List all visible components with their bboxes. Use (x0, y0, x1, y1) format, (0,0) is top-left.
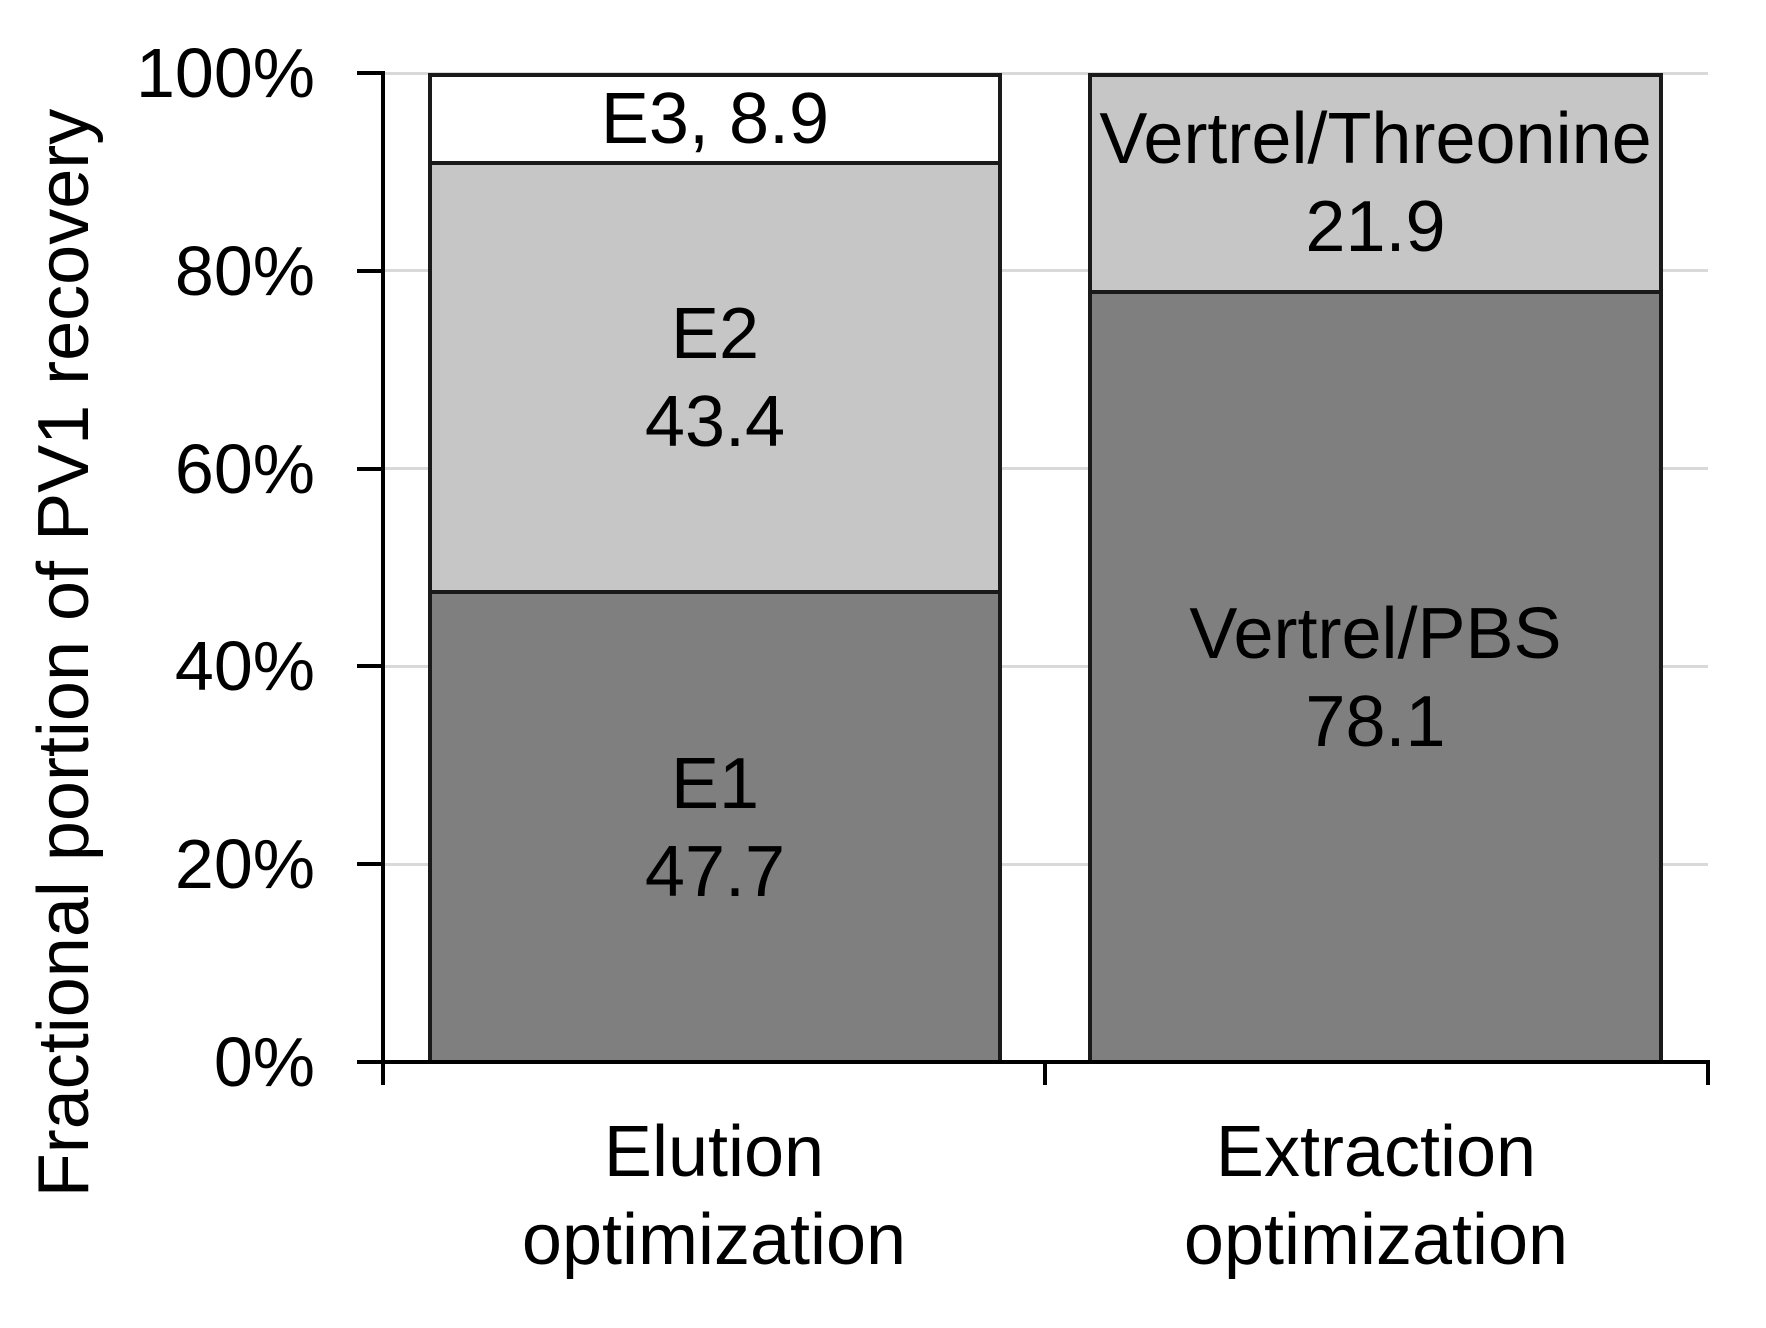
segment-label-vertrel-pbs: Vertrel/PBS 78.1 (1189, 593, 1562, 762)
gridline-40 (383, 665, 1708, 668)
bar-elution-optimization: E1 47.7 E2 43.4 E3, 8.9 (428, 73, 1002, 1062)
segment-e3: E3, 8.9 (428, 73, 1002, 162)
y-axis-tick-60 (357, 467, 383, 471)
y-axis-tick-80 (357, 269, 383, 273)
category-label-elution-optimization: Elution optimization (521, 1112, 907, 1280)
y-axis-tick-40 (357, 664, 383, 668)
category-label-extraction-optimization: Extraction optimization (1183, 1112, 1569, 1280)
segment-e2: E2 43.4 (428, 161, 1002, 591)
y-tick-label-60: 60% (174, 430, 315, 508)
segment-e1: E1 47.7 (428, 590, 1002, 1062)
y-axis-tick-0 (357, 1060, 383, 1064)
x-axis-tick-left (381, 1062, 385, 1085)
y-tick-label-100: 100% (135, 34, 315, 112)
segment-vertrel-threonine: Vertrel/Threonine 21.9 (1088, 73, 1663, 290)
segment-label-e2: E2 43.4 (644, 293, 786, 462)
x-axis-tick-middle (1043, 1062, 1047, 1085)
x-axis-tick-right (1706, 1062, 1710, 1085)
y-axis-line (381, 71, 385, 1085)
gridline-20 (383, 863, 1708, 866)
y-axis-tick-20 (357, 862, 383, 866)
y-tick-label-20: 20% (174, 825, 315, 903)
gridline-60 (383, 467, 1708, 470)
plot-area: E1 47.7 E2 43.4 E3, 8.9 Vertrel/PBS (383, 72, 1708, 1062)
segment-vertrel-pbs: Vertrel/PBS 78.1 (1088, 289, 1663, 1062)
bar-extraction-optimization: Vertrel/PBS 78.1 Vertrel/Threonine 21.9 (1088, 73, 1663, 1062)
y-axis-tick-100 (357, 71, 383, 75)
gridline-80 (383, 269, 1708, 272)
segment-label-vertrel-threonine: Vertrel/Threonine 21.9 (1099, 99, 1652, 268)
gridline-100 (383, 72, 1708, 75)
y-tick-label-80: 80% (174, 232, 315, 310)
y-tick-label-40: 40% (174, 627, 315, 705)
segment-label-e1: E1 47.7 (644, 744, 786, 913)
y-tick-label-0: 0% (213, 1023, 315, 1101)
segment-label-e3: E3, 8.9 (600, 79, 830, 160)
